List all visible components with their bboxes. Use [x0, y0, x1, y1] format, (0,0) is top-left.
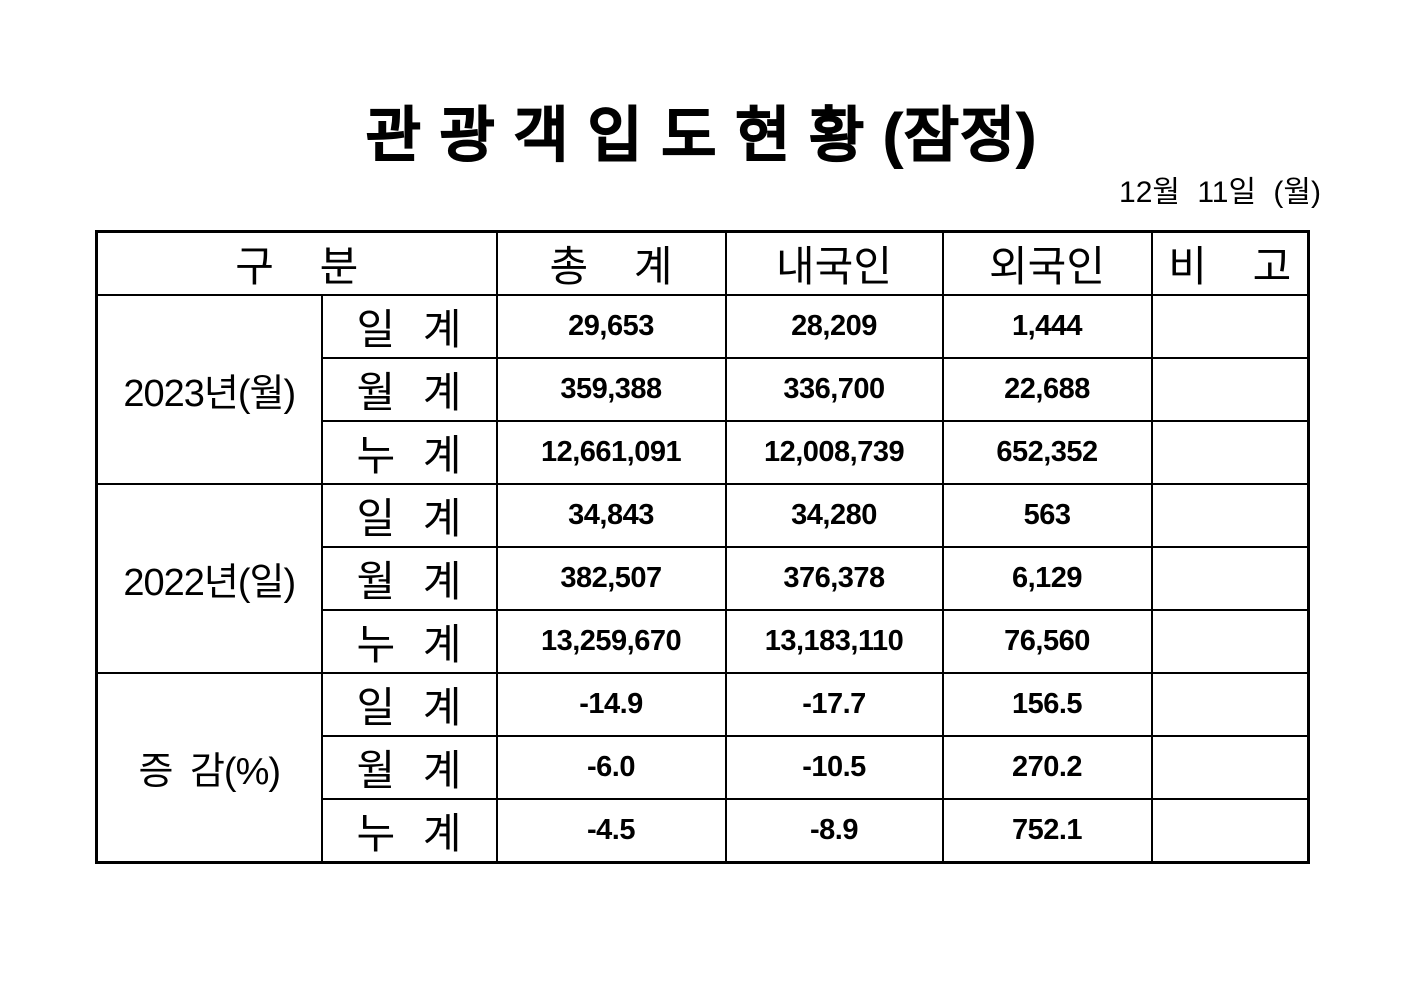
cell-remarks	[1150, 294, 1310, 359]
cell-remarks	[1150, 609, 1310, 674]
table-row: 증 감(%) 일 계 -14.9 -17.7 156.5	[95, 672, 1310, 864]
cell-foreign: 6,129	[941, 546, 1153, 611]
cell-foreign: 156.5	[941, 672, 1153, 737]
header-foreign: 외국인	[941, 230, 1153, 296]
table-row: 월 계 382,507 376,378 6,129	[97, 546, 1310, 611]
cell-remarks	[1150, 357, 1310, 422]
cell-total: 34,843	[495, 483, 727, 548]
cell-foreign: 563	[941, 483, 1153, 548]
table-row: 누 계 -4.5 -8.9 752.1	[97, 798, 1310, 864]
row-label-cumulative: 누 계	[320, 609, 498, 674]
cell-remarks	[1150, 798, 1310, 864]
cell-remarks	[1150, 483, 1310, 548]
table-row: 월 계 359,388 336,700 22,688	[97, 357, 1310, 422]
cell-total: 12,661,091	[495, 420, 727, 485]
cell-domestic: 28,209	[724, 294, 944, 359]
cell-foreign: 76,560	[941, 609, 1153, 674]
cell-total: 29,653	[495, 294, 727, 359]
cell-remarks	[1150, 546, 1310, 611]
row-label-cumulative: 누 계	[320, 798, 498, 864]
table-row: 월 계 -6.0 -10.5 270.2	[97, 735, 1310, 800]
row-label-daily: 일 계	[320, 672, 498, 737]
page-title: 관 광 객 입 도 현 황 (잠정)	[365, 102, 1038, 170]
row-label-daily: 일 계	[320, 483, 498, 548]
cell-foreign: 1,444	[941, 294, 1153, 359]
cell-remarks	[1150, 672, 1310, 737]
cell-total: 359,388	[495, 357, 727, 422]
cell-domestic: -8.9	[724, 798, 944, 864]
group-label-2022: 2022년(일)	[95, 483, 323, 674]
cell-domestic: 336,700	[724, 357, 944, 422]
cell-foreign: 22,688	[941, 357, 1153, 422]
cell-total: 382,507	[495, 546, 727, 611]
header-domestic: 내국인	[724, 230, 944, 296]
header-total: 총 계	[495, 230, 727, 296]
cell-total: -6.0	[495, 735, 727, 800]
cell-domestic: 12,008,739	[724, 420, 944, 485]
cell-remarks	[1150, 420, 1310, 485]
row-label-monthly: 월 계	[320, 357, 498, 422]
cell-domestic: 13,183,110	[724, 609, 944, 674]
report-date: 12월 11일 (월)	[1119, 176, 1321, 209]
row-label-daily: 일 계	[320, 294, 498, 359]
row-label-cumulative: 누 계	[320, 420, 498, 485]
group-label-change-percent: 증 감(%)	[95, 672, 323, 864]
cell-domestic: -17.7	[724, 672, 944, 737]
table-row: 누 계 13,259,670 13,183,110 76,560	[97, 609, 1310, 674]
cell-total: -4.5	[495, 798, 727, 864]
cell-foreign: 752.1	[941, 798, 1153, 864]
header-remarks: 비 고	[1150, 230, 1310, 296]
cell-foreign: 652,352	[941, 420, 1153, 485]
cell-domestic: -10.5	[724, 735, 944, 800]
table-row: 누 계 12,661,091 12,008,739 652,352	[97, 420, 1310, 485]
row-label-monthly: 월 계	[320, 735, 498, 800]
table-header-row: 구 분 총 계 내국인 외국인 비 고	[95, 230, 1310, 296]
tourist-arrivals-table: 구 분 총 계 내국인 외국인 비 고 2023년(월) 일 계 29,653 …	[95, 230, 1311, 864]
cell-total: 13,259,670	[495, 609, 727, 674]
table-row: 2023년(월) 일 계 29,653 28,209 1,444	[95, 294, 1310, 485]
table-row: 2022년(일) 일 계 34,843 34,280 563	[95, 483, 1310, 674]
cell-foreign: 270.2	[941, 735, 1153, 800]
cell-domestic: 376,378	[724, 546, 944, 611]
group-label-2023: 2023년(월)	[95, 294, 323, 485]
header-category: 구 분	[95, 230, 498, 296]
cell-total: -14.9	[495, 672, 727, 737]
cell-domestic: 34,280	[724, 483, 944, 548]
row-label-monthly: 월 계	[320, 546, 498, 611]
cell-remarks	[1150, 735, 1310, 800]
